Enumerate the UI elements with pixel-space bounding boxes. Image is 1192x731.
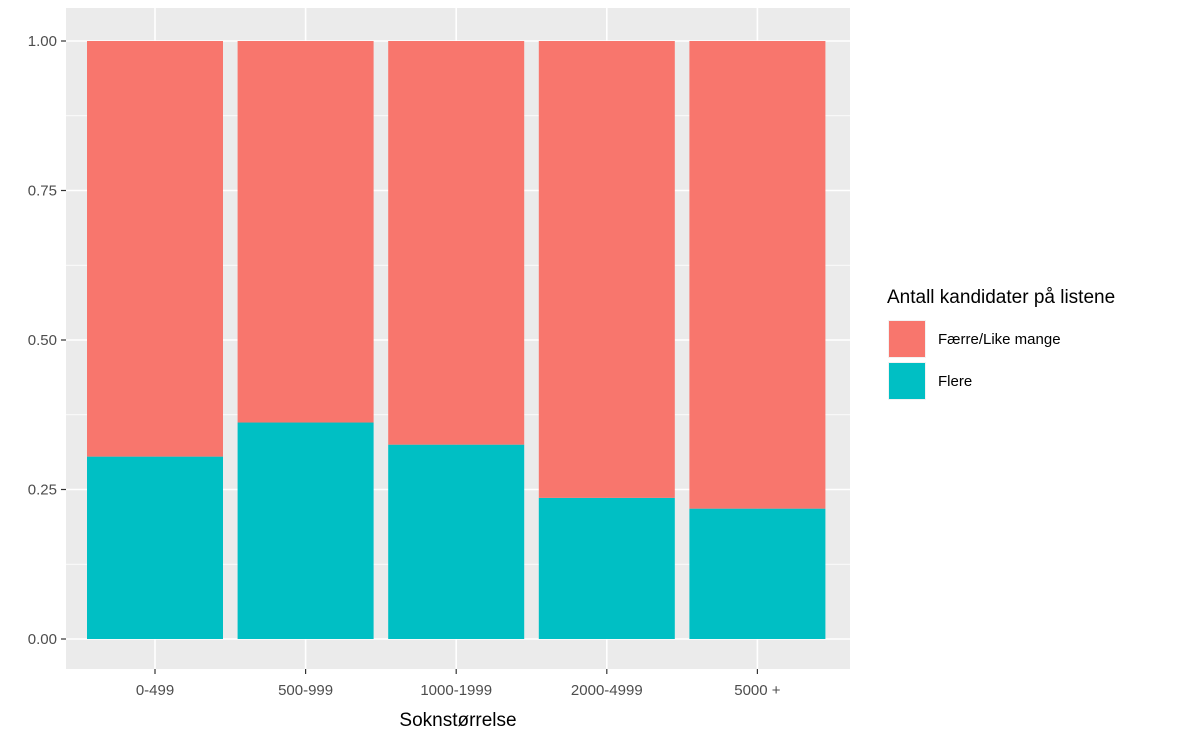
bar-flere-2 [388,444,525,639]
legend-label: Færre/Like mange [938,331,1061,348]
y-tick-label: 0.75 [28,183,57,200]
legend-label: Flere [938,373,972,390]
legend-swatch [889,321,925,357]
bar-flere-1 [237,422,374,639]
bar-faerre-like-mange-3 [538,41,675,498]
x-tick-label: 1000-1999 [420,682,492,699]
y-tick-label: 1.00 [28,33,57,50]
legend-title: Antall kandidater på listene [887,287,1115,308]
legend: Antall kandidater på listene Færre/Like … [887,287,1115,400]
bar-faerre-like-mange-4 [689,41,826,509]
y-tick-label: 0.00 [28,631,57,648]
y-tick-label: 0.50 [28,332,57,349]
bar-flere-0 [87,456,223,639]
x-tick-label: 0-499 [136,682,174,699]
bar-flere-4 [689,508,826,639]
y-tick-label: 0.25 [28,482,57,499]
bars-group [87,41,826,639]
x-tick-label: 500-999 [278,682,333,699]
x-tick-label: 5000 + [734,682,781,699]
bar-faerre-like-mange-0 [87,41,223,457]
bar-faerre-like-mange-2 [388,41,525,445]
legend-items: Færre/Like mange Flere [888,320,1061,400]
y-axis: 0.00 0.25 0.50 0.75 1.00 [28,33,66,648]
legend-swatch [889,363,925,399]
bar-faerre-like-mange-1 [237,41,374,423]
x-axis-title: Sokn­størrelse [399,710,516,731]
x-tick-label: 2000-4999 [571,682,643,699]
bar-flere-3 [538,497,675,639]
x-axis: 0-499 500-999 1000-1999 2000-4999 5000 + [136,669,781,699]
